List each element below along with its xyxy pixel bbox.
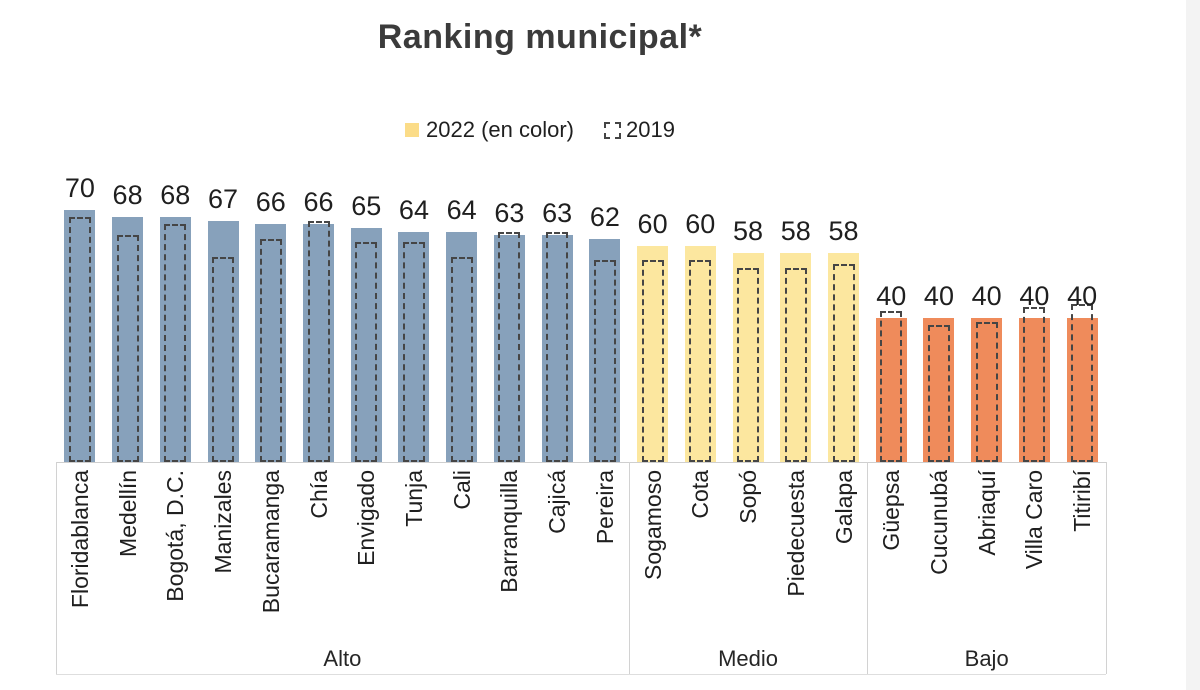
city-label-galapa: Galapa bbox=[830, 470, 857, 545]
city-label-envigado: Envigado bbox=[353, 470, 380, 566]
group-label-bajo: Bajo bbox=[964, 646, 1009, 671]
bar-2019-outline-manizales bbox=[212, 256, 235, 462]
bar-2019-outline-piedecuesta bbox=[784, 267, 807, 462]
value-label-titiribi: 40 bbox=[1067, 281, 1098, 311]
value-label-cota: 60 bbox=[685, 209, 716, 239]
label-area-left-border bbox=[56, 462, 57, 674]
bar-2019-outline-barranquilla bbox=[498, 231, 521, 462]
bar-2019-outline-cajica bbox=[546, 231, 569, 462]
value-label-tunja: 64 bbox=[398, 194, 429, 225]
bar-2019-outline-villa-caro bbox=[1023, 307, 1046, 462]
value-label-floridablanca: 70 bbox=[64, 173, 95, 203]
bar-2019-outline-floridablanca bbox=[68, 217, 91, 462]
city-label-medellin: Medellín bbox=[114, 470, 141, 557]
city-label-cajica: Cajicá bbox=[544, 470, 571, 534]
bar-2019-outline-galapa bbox=[832, 264, 855, 462]
bar-2019-outline-sopo bbox=[737, 267, 760, 462]
bar-2019-outline-tunja bbox=[402, 242, 425, 462]
city-label-manizales: Manizales bbox=[210, 470, 237, 574]
city-label-tunja: Tunja bbox=[400, 470, 427, 527]
city-label-sogamoso: Sogamoso bbox=[639, 470, 666, 580]
city-label-pereira: Pereira bbox=[591, 470, 618, 545]
group-label-alto: Alto bbox=[323, 646, 362, 671]
group-label-medio: Medio bbox=[718, 646, 778, 671]
bar-2019-outline-cota bbox=[689, 260, 712, 462]
value-label-cali: 64 bbox=[446, 194, 477, 225]
city-label-cota: Cota bbox=[687, 470, 714, 519]
value-label-bucaramanga: 66 bbox=[255, 187, 286, 218]
city-label-cali: Cali bbox=[448, 470, 475, 510]
value-label-piedecuesta: 58 bbox=[780, 216, 811, 247]
city-label-bucaramanga: Bucaramanga bbox=[257, 470, 284, 614]
bar-2019-outline-cali bbox=[450, 256, 473, 462]
group-separator-alto bbox=[628, 462, 630, 674]
x-axis-line bbox=[56, 462, 1106, 463]
group-separator-medio bbox=[867, 462, 869, 674]
bar-2019-outline-bucaramanga bbox=[259, 238, 282, 462]
legend-2019-swatch-icon bbox=[604, 121, 622, 139]
value-label-cucunuba: 40 bbox=[923, 281, 954, 311]
city-label-barranquilla: Barranquilla bbox=[496, 470, 523, 593]
value-label-sogamoso: 60 bbox=[637, 209, 668, 239]
bar-2019-outline-pereira bbox=[593, 260, 616, 462]
value-label-medellin: 68 bbox=[112, 180, 143, 211]
bar-2019-outline-bogota-d-c bbox=[164, 224, 187, 462]
value-label-bogota-d-c: 68 bbox=[160, 180, 191, 211]
city-label-abriaqui: Abriaquí bbox=[973, 470, 1000, 556]
bar-2019-outline-titiribi bbox=[1071, 303, 1094, 462]
value-label-envigado: 65 bbox=[351, 191, 382, 221]
legend-2019-label: 2019 bbox=[626, 117, 675, 142]
bar-2019-outline-envigado bbox=[355, 242, 378, 462]
legend: 2022 (en color) 2019 bbox=[0, 117, 1080, 143]
bar-2019-outline-sogamoso bbox=[641, 260, 664, 462]
value-label-galapa: 58 bbox=[828, 216, 859, 247]
value-label-abriaqui: 40 bbox=[971, 281, 1002, 311]
city-label-bogota-d-c: Bogotá, D.C. bbox=[162, 470, 189, 602]
value-label-pereira: 62 bbox=[589, 201, 620, 232]
group-separator-bajo bbox=[1106, 462, 1107, 674]
city-label-chia: Chía bbox=[305, 470, 332, 519]
bar-2019-outline-medellin bbox=[116, 235, 139, 462]
value-label-manizales: 67 bbox=[208, 183, 239, 214]
city-label-floridablanca: Floridablanca bbox=[66, 470, 93, 609]
value-label-chia: 66 bbox=[303, 187, 334, 218]
chart-title: Ranking municipal* bbox=[377, 18, 703, 56]
city-label-piedecuesta: Piedecuesta bbox=[782, 470, 809, 597]
bar-2019-outline-chia bbox=[307, 220, 330, 462]
bar-2019-outline-abriaqui bbox=[975, 321, 998, 462]
legend-2022-swatch-icon bbox=[405, 123, 420, 137]
city-label-villa-caro: Villa Caro bbox=[1021, 470, 1048, 570]
city-label-cucunuba: Cucunubá bbox=[925, 470, 952, 575]
value-label-villa-caro: 40 bbox=[1019, 281, 1050, 311]
city-label-guepsa: Güepsa bbox=[878, 470, 905, 551]
window-edge-right bbox=[1186, 0, 1200, 690]
city-label-titiribi: Titiribí bbox=[1069, 470, 1096, 532]
value-label-guepsa: 40 bbox=[876, 281, 907, 311]
legend-2022-label: 2022 (en color) bbox=[426, 117, 575, 142]
bar-2019-outline-guepsa bbox=[880, 310, 903, 462]
label-area-bottom-border bbox=[56, 674, 1106, 675]
bar-2019-outline-cucunuba bbox=[927, 325, 950, 462]
value-label-sopo: 58 bbox=[733, 216, 764, 247]
value-label-cajica: 63 bbox=[542, 198, 573, 229]
city-label-sopo: Sopó bbox=[735, 470, 762, 524]
value-label-barranquilla: 63 bbox=[494, 198, 525, 229]
